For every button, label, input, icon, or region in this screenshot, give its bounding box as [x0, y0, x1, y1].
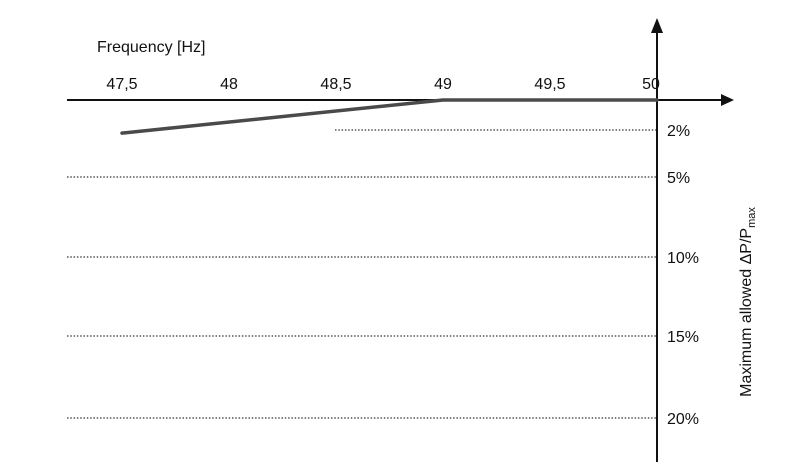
y-axis-arrow-icon — [651, 18, 663, 33]
x-tick-label: 48 — [220, 76, 238, 93]
x-tick-label: 49,5 — [534, 76, 565, 93]
y-tick-label: 20% — [667, 411, 699, 428]
y-axis-title-main: Maximum allowed ΔP/P — [738, 228, 755, 397]
y-tick-label: 5% — [667, 170, 690, 187]
x-tick-label: 48,5 — [320, 76, 351, 93]
x-tick-labels: 47,5 48 48,5 49 49,5 50 — [106, 76, 660, 93]
y-tick-label: 10% — [667, 250, 699, 267]
y-axis-title: Maximum allowed ΔP/Pmax — [738, 207, 758, 397]
x-tick-label: 50 — [642, 76, 660, 93]
grid-lines — [67, 129, 657, 419]
axes — [67, 18, 734, 462]
x-axis-arrow-icon — [721, 94, 734, 106]
x-tick-label: 49 — [434, 76, 452, 93]
x-axis-title: Frequency [Hz] — [97, 39, 205, 56]
series-line — [120, 98, 659, 135]
x-tick-label: 47,5 — [106, 76, 137, 93]
y-tick-label: 2% — [667, 123, 690, 140]
y-tick-labels: 2% 5% 10% 15% 20% — [667, 123, 699, 428]
series — [120, 98, 659, 135]
y-axis-title-subscript: max — [746, 207, 758, 228]
y-tick-label: 15% — [667, 329, 699, 346]
